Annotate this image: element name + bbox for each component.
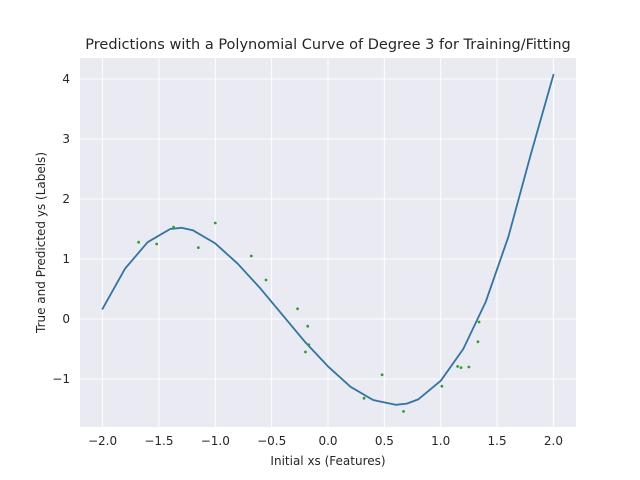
data-point	[477, 320, 481, 324]
y-tick-label: 2	[62, 192, 70, 206]
x-tick-label: 2.0	[544, 434, 563, 448]
x-tick-label: −1.5	[144, 434, 173, 448]
data-point	[380, 373, 384, 377]
data-point	[362, 396, 366, 400]
data-point	[304, 350, 307, 354]
data-point	[155, 242, 159, 246]
data-point	[264, 278, 268, 282]
data-point	[213, 221, 217, 225]
x-tick-label: 0.5	[375, 434, 394, 448]
chart-title: Predictions with a Polynomial Curve of D…	[85, 37, 570, 53]
x-axis-label: Initial xs (Features)	[270, 454, 385, 468]
x-tick-label: 1.5	[488, 434, 507, 448]
x-tick-label: −0.5	[257, 434, 286, 448]
data-point	[476, 340, 480, 344]
x-tick-label: 0.0	[318, 434, 337, 448]
data-point	[467, 365, 471, 369]
data-points-layer	[137, 221, 481, 413]
data-point	[296, 307, 299, 311]
data-point	[172, 225, 175, 229]
fitted-curve-line	[101, 73, 555, 406]
data-point	[456, 365, 460, 368]
data-point	[440, 384, 444, 388]
data-point	[137, 240, 141, 244]
grid	[80, 58, 576, 427]
y-tick-label: 4	[62, 72, 70, 86]
data-point	[402, 410, 405, 413]
data-point	[249, 254, 253, 258]
x-tick-labels: −2.0 −1.5 −1.0 −0.5 0.0 0.5 1.0 1.5 2.0	[88, 434, 563, 448]
fitted-curve-layer	[101, 73, 555, 406]
y-tick-labels: −1 0 1 2 3 4	[52, 72, 70, 386]
x-tick-label: −1.0	[201, 434, 230, 448]
data-point	[306, 324, 310, 328]
y-tick-label: 3	[62, 132, 70, 146]
y-tick-label: −1	[52, 372, 70, 386]
data-point	[459, 366, 463, 369]
y-axis-label: True and Predicted ys (Labels)	[34, 152, 48, 334]
x-tick-label: 1.0	[431, 434, 450, 448]
x-tick-label: −2.0	[88, 434, 117, 448]
data-point	[307, 343, 311, 347]
y-tick-label: 1	[62, 252, 70, 266]
data-point	[196, 246, 200, 250]
y-tick-label: 0	[62, 312, 70, 326]
